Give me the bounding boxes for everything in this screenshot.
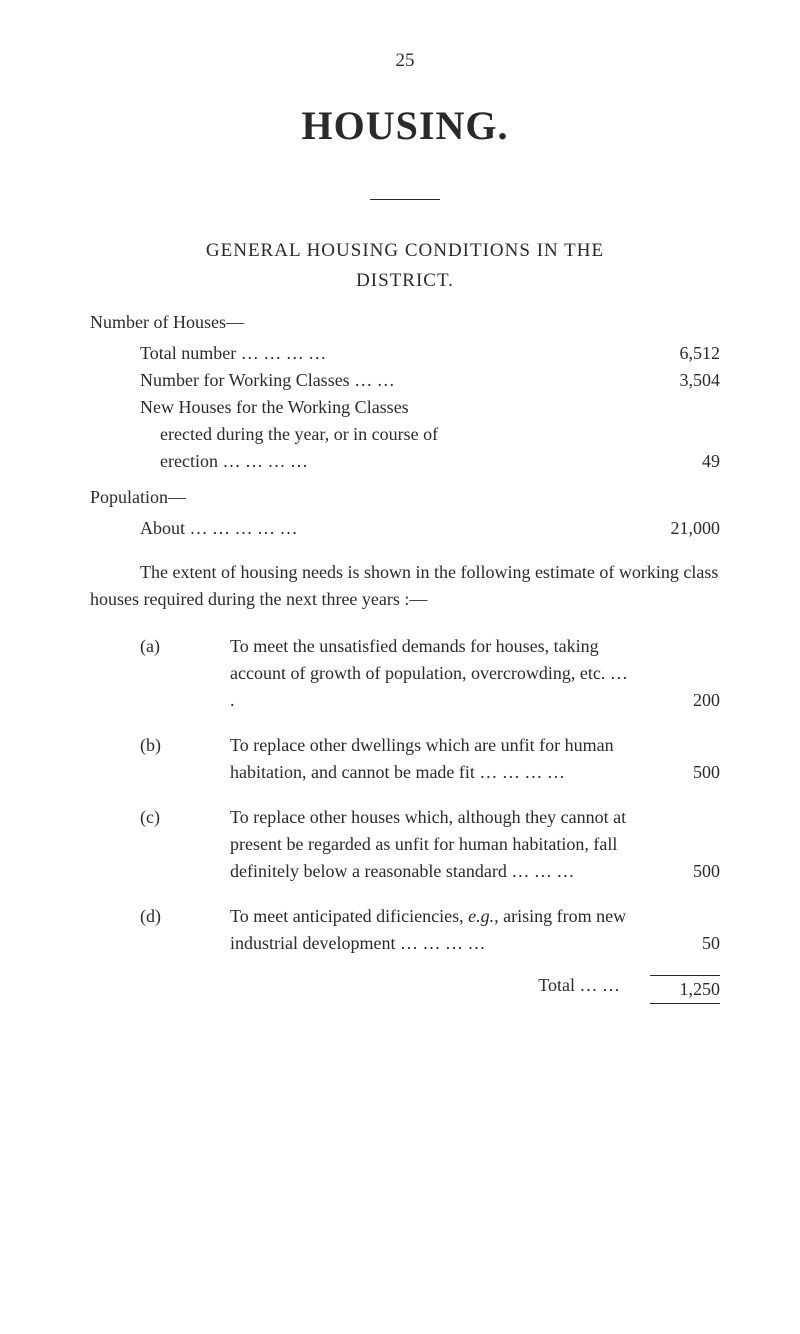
section-title: GENERAL HOUSING CONDITIONS IN THE bbox=[90, 240, 720, 262]
list-marker-d: (d) bbox=[90, 903, 230, 957]
erection-value: 49 bbox=[650, 451, 720, 472]
list-item-d: (d) To meet anticipated dificiencies, e.… bbox=[90, 903, 720, 957]
title-divider bbox=[370, 199, 440, 200]
main-title: HOUSING. bbox=[90, 102, 720, 149]
data-row-new-houses-1: New Houses for the Working Classes bbox=[90, 397, 720, 418]
total-value: 1,250 bbox=[650, 975, 720, 1004]
houses-label: Number of Houses— bbox=[90, 312, 720, 333]
about-value: 21,000 bbox=[650, 518, 720, 539]
list-value-c: 500 bbox=[650, 858, 720, 885]
list-d-italic: e.g., bbox=[468, 906, 499, 926]
total-number-value: 6,512 bbox=[650, 343, 720, 364]
new-houses-line2: erected during the year, or in course of bbox=[160, 424, 720, 445]
data-row-new-houses-2: erected during the year, or in course of bbox=[90, 424, 720, 445]
data-row-total-number: Total number … … … … 6,512 bbox=[90, 343, 720, 364]
working-classes-value: 3,504 bbox=[650, 370, 720, 391]
erection-label: erection … … … … bbox=[160, 451, 650, 472]
working-classes-label: Number for Working Classes … … bbox=[140, 370, 650, 391]
list-item-a: (a) To meet the unsatisfied demands for … bbox=[90, 633, 720, 714]
list-content-c: To replace other houses which, although … bbox=[230, 804, 650, 885]
list-marker-c: (c) bbox=[90, 804, 230, 885]
list-item-c: (c) To replace other houses which, altho… bbox=[90, 804, 720, 885]
list-content-a: To meet the unsatisfied demands for hous… bbox=[230, 633, 650, 714]
list-content-b: To replace other dwellings which are unf… bbox=[230, 732, 650, 786]
list-value-d: 50 bbox=[650, 930, 720, 957]
new-houses-line1: New Houses for the Working Classes bbox=[140, 397, 720, 418]
data-row-about: About … … … … … 21,000 bbox=[90, 518, 720, 539]
data-row-erection: erection … … … … 49 bbox=[90, 451, 720, 472]
list-marker-b: (b) bbox=[90, 732, 230, 786]
total-number-label: Total number … … … … bbox=[140, 343, 650, 364]
list-content-d: To meet anticipated dificiencies, e.g., … bbox=[230, 903, 650, 957]
list-marker-a: (a) bbox=[90, 633, 230, 714]
total-row: Total … … 1,250 bbox=[90, 975, 720, 1004]
list-item-b: (b) To replace other dwellings which are… bbox=[90, 732, 720, 786]
list-value-a: 200 bbox=[650, 687, 720, 714]
data-row-working-classes: Number for Working Classes … … 3,504 bbox=[90, 370, 720, 391]
page-number: 25 bbox=[90, 50, 720, 72]
list-d-prefix: To meet anticipated dificiencies, bbox=[230, 906, 468, 926]
about-label: About … … … … … bbox=[140, 518, 650, 539]
section-subtitle: DISTRICT. bbox=[90, 270, 720, 292]
population-label: Population— bbox=[90, 487, 720, 508]
total-label: Total … … bbox=[538, 975, 620, 1004]
paragraph: The extent of housing needs is shown in … bbox=[90, 559, 720, 613]
list-value-b: 500 bbox=[650, 759, 720, 786]
